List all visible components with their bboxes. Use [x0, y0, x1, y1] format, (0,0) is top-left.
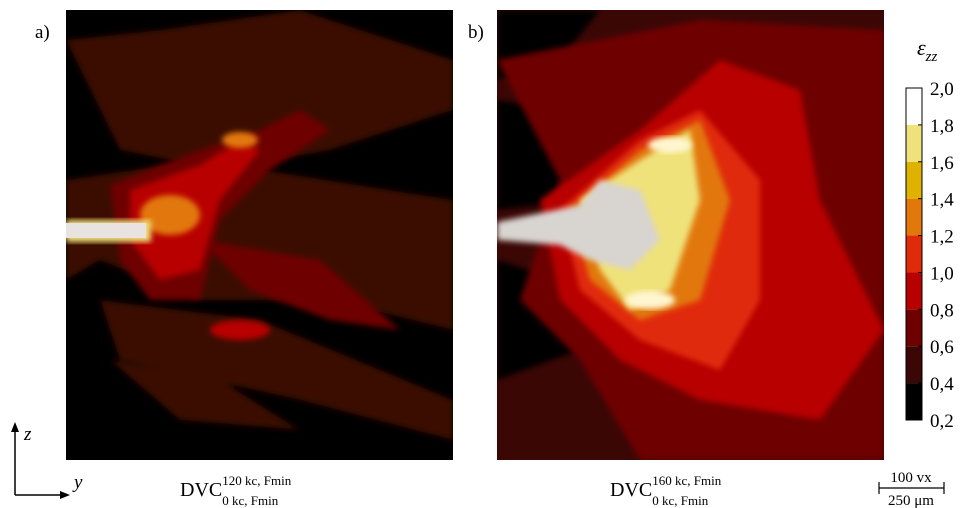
colorbar-tick-label: 2,0 — [930, 79, 954, 100]
axis-label: y — [72, 472, 83, 493]
colorbar-band — [906, 198, 922, 236]
strain-map-b — [497, 10, 884, 460]
caption-sup: 160 kc, Fmin — [652, 473, 721, 488]
colorbar-tick-label: 0,6 — [930, 337, 954, 358]
colorbar-tick-label: 1,4 — [930, 190, 954, 211]
caption-main: DVC — [610, 479, 652, 501]
colorbar-band — [906, 161, 922, 199]
colorbar-symbol: ε — [917, 35, 926, 60]
strain-map-a — [66, 10, 453, 460]
caption-main: DVC — [180, 479, 222, 501]
colorbar-band — [906, 309, 922, 347]
scale-label: 250 μm — [888, 493, 934, 508]
colorbar-tick-label: 0,8 — [930, 300, 954, 321]
scale-label: 100 vx — [890, 470, 932, 486]
axes-icon — [14, 430, 62, 496]
colorbar-tick-label: 1,6 — [930, 153, 954, 174]
colorbar-band — [906, 346, 922, 384]
caption-sub: 0 kc, Fmin — [222, 493, 278, 508]
axis-label: z — [23, 424, 32, 445]
caption-sup: 120 kc, Fmin — [222, 473, 291, 488]
panel-caption: DVC120 kc, Fmin 0 kc, Fmin — [180, 473, 292, 508]
colorbar-tick-label: 0,2 — [930, 411, 954, 432]
colorbar-frame — [905, 87, 923, 421]
colorbar-subscript: zz — [925, 49, 938, 65]
arrow-head — [60, 491, 70, 499]
colorbar-title: εzz — [917, 35, 938, 65]
colorbar-band — [906, 235, 922, 273]
colorbar-band — [906, 383, 922, 420]
scale-bar — [878, 482, 945, 494]
panel-caption: DVC160 kc, Fmin 0 kc, Fmin — [610, 473, 722, 508]
panel-label: b) — [468, 22, 484, 43]
colorbar-tick-label: 0,4 — [930, 374, 954, 395]
caption-sub: 0 kc, Fmin — [652, 493, 708, 508]
arrow-head — [11, 422, 19, 432]
panel-label: a) — [35, 22, 50, 43]
colorbar-tick-label: 1,2 — [930, 227, 954, 248]
colorbar-tick-label: 1,8 — [930, 116, 954, 137]
colorbar-tick-label: 1,0 — [930, 263, 954, 284]
colorbar-band — [906, 272, 922, 310]
colorbar-band — [906, 88, 922, 125]
colorbar-band — [906, 124, 922, 162]
